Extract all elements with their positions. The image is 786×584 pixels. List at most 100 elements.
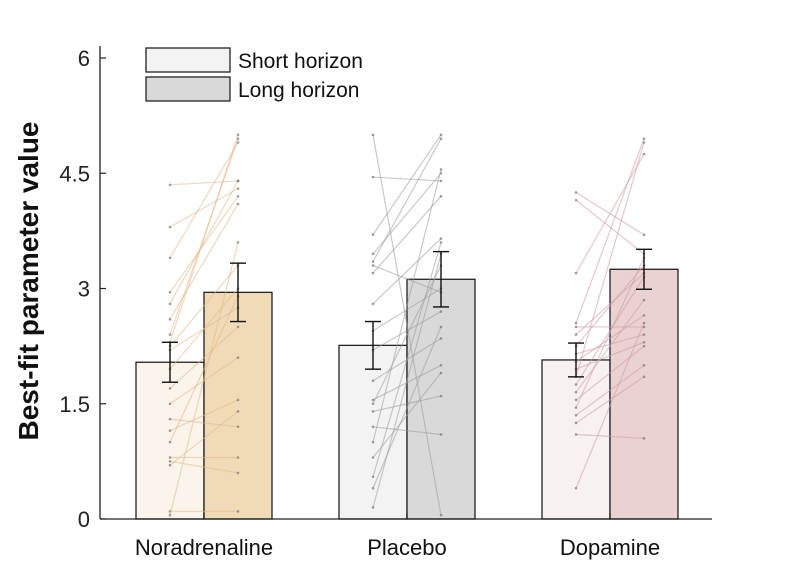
subject-point-long-dopamine-16	[642, 364, 646, 367]
subject-point-short-dopamine-4	[574, 321, 578, 325]
subject-point-short-dopamine-19	[574, 486, 578, 490]
subject-line-noradrenaline-21	[169, 242, 239, 516]
subject-point-long-dopamine-4	[642, 137, 646, 140]
subject-line-placebo-10	[372, 311, 442, 351]
subject-point-short-dopamine-5	[574, 325, 578, 329]
subject-point-long-dopamine-1	[642, 233, 646, 237]
subject-point-long-placebo-19	[439, 325, 443, 329]
subject-point-long-dopamine-9	[642, 314, 646, 317]
subject-line-placebo-2	[372, 176, 442, 182]
subject-point-long-noradrenaline-13	[236, 356, 240, 359]
subject-line-placebo-5	[372, 138, 442, 262]
bar-short-dopamine	[541, 359, 611, 520]
subject-line-noradrenaline-4	[169, 195, 239, 293]
subject-line-dopamine-13	[575, 299, 645, 393]
subject-point-long-placebo-14	[439, 394, 443, 398]
y-axis-label: Best-fit parameter value	[13, 121, 44, 440]
subject-line-dopamine-11	[575, 142, 645, 378]
subject-line-dopamine-17	[575, 376, 645, 424]
subject-point-long-placebo-5	[439, 137, 443, 140]
subject-point-short-dopamine-18	[574, 433, 578, 436]
y-tick-label: 0	[78, 507, 90, 532]
error-bar-long-placebo	[433, 250, 449, 308]
subject-point-short-placebo-15	[371, 425, 375, 429]
y-tick-label: 4.5	[59, 161, 90, 186]
subject-point-short-placebo-2	[371, 175, 375, 179]
subject-point-short-dopamine-2	[574, 198, 578, 202]
subject-line-dopamine-19	[575, 322, 645, 489]
subject-line-placebo-1	[372, 134, 442, 516]
subject-point-short-placebo-11	[371, 379, 375, 383]
subject-line-noradrenaline-19	[169, 410, 239, 466]
subject-point-long-noradrenaline-19	[236, 410, 240, 413]
subject-point-short-placebo-18	[371, 475, 375, 479]
y-tick-label: 1.5	[59, 392, 90, 417]
subject-line-placebo-17	[372, 372, 442, 458]
subject-line-dopamine-18	[575, 433, 645, 439]
subject-point-long-placebo-8	[439, 237, 443, 240]
subject-point-long-noradrenaline-2	[236, 187, 240, 190]
subject-line-placebo-15	[372, 426, 442, 436]
subject-line-noradrenaline-2	[169, 188, 239, 228]
subject-line-dopamine-12	[575, 276, 645, 385]
subject-line-placebo-19	[372, 326, 442, 489]
subject-point-short-placebo-13	[371, 402, 375, 406]
subject-point-short-placebo-17	[371, 456, 375, 459]
subject-point-short-noradrenaline-15	[168, 429, 172, 432]
subject-line-noradrenaline-6	[169, 203, 239, 320]
subject-point-long-placebo-1	[439, 513, 443, 517]
subject-point-short-noradrenaline-13	[168, 402, 172, 406]
subject-point-short-noradrenaline-5	[168, 302, 172, 306]
subject-line-noradrenaline-14	[169, 418, 239, 428]
subject-line-dopamine-4	[575, 138, 645, 324]
subject-point-long-placebo-18	[439, 241, 443, 244]
subject-line-noradrenaline-5	[169, 180, 239, 305]
subject-line-placebo-16	[372, 169, 442, 443]
subject-line-noradrenaline-1	[169, 180, 239, 186]
subject-point-short-dopamine-16	[574, 413, 578, 417]
error-bar-short-placebo	[365, 320, 381, 370]
subject-point-short-noradrenaline-6	[168, 317, 172, 321]
subject-line-placebo-8	[372, 238, 442, 305]
subject-point-long-dopamine-3	[642, 152, 646, 156]
individual-lines-layer	[168, 133, 646, 517]
subject-point-short-placebo-3	[371, 233, 375, 237]
subject-point-short-dopamine-13	[574, 390, 578, 394]
subject-point-short-noradrenaline-17	[168, 456, 172, 459]
subject-point-short-noradrenaline-4	[168, 291, 172, 294]
axes-layer: Noradrenaline Placebo Dopamine 0 1.5 3 4.5 6	[59, 46, 712, 560]
bar-long-dopamine	[609, 268, 679, 520]
subject-point-long-noradrenaline-17	[236, 456, 240, 459]
error-bar-short-dopamine	[568, 342, 584, 378]
subject-line-dopamine-16	[575, 364, 645, 416]
subject-point-short-placebo-8	[371, 302, 375, 306]
legend: Short horizon Long horizon	[145, 47, 363, 102]
x-tick-label-noradrenaline: Noradrenaline	[135, 535, 273, 560]
subject-point-long-noradrenaline-14	[236, 425, 240, 429]
subject-line-noradrenaline-3	[169, 142, 239, 259]
x-tick-label-dopamine: Dopamine	[560, 535, 660, 560]
subject-point-short-placebo-5	[371, 260, 375, 263]
legend-label-long: Long horizon	[238, 79, 359, 102]
subject-line-placebo-13	[372, 265, 442, 405]
bars-layer	[135, 268, 679, 520]
subject-line-dopamine-8	[575, 334, 645, 355]
subject-point-long-noradrenaline-15	[236, 398, 240, 402]
subject-point-long-placebo-2	[439, 179, 443, 183]
subject-point-long-noradrenaline-21	[236, 241, 240, 244]
subject-point-long-noradrenaline-6	[236, 202, 240, 206]
error-bar-long-noradrenaline	[230, 262, 246, 323]
subject-point-short-dopamine-12	[574, 383, 578, 386]
subject-line-dopamine-10	[575, 341, 645, 370]
subject-line-placebo-7	[372, 195, 442, 274]
subject-point-short-placebo-14	[371, 410, 375, 413]
subject-point-long-dopamine-10	[642, 340, 646, 344]
subject-point-long-dopamine-17	[642, 375, 646, 379]
subject-point-short-placebo-20	[371, 506, 375, 509]
subject-point-long-dopamine-8	[642, 333, 646, 336]
subject-line-placebo-3	[372, 134, 442, 236]
subject-line-noradrenaline-11	[169, 288, 239, 370]
error-bar-long-dopamine	[636, 248, 652, 290]
subject-point-short-dopamine-3	[574, 271, 578, 275]
